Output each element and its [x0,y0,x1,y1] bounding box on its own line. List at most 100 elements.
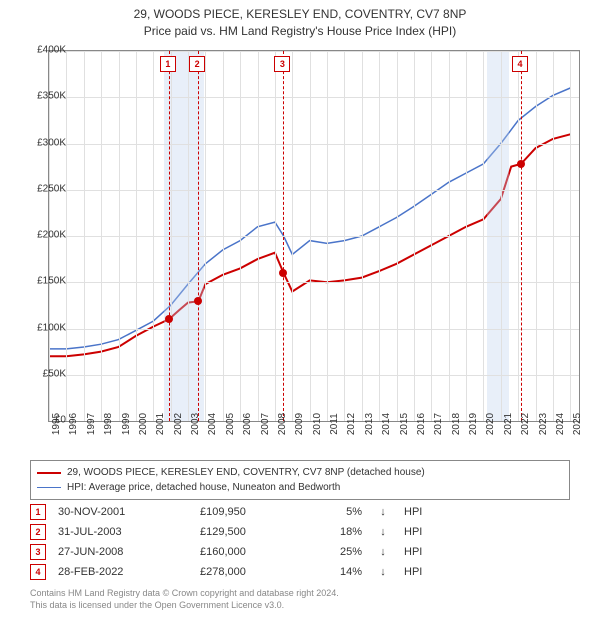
gridline-v [344,51,345,421]
xtick-label: 2008 [277,413,288,435]
arrow-down-icon: ↓ [374,566,392,578]
xtick-label: 2009 [294,413,305,435]
sale-marker-line [521,51,522,421]
gridline-v [275,51,276,421]
legend-row: 29, WOODS PIECE, KERESLEY END, COVENTRY,… [37,465,563,480]
xtick-label: 1997 [86,413,97,435]
gridline-v [101,51,102,421]
sales-row: 231-JUL-2003£129,50018%↓HPI [30,522,570,542]
ytick-label: £150K [26,276,66,287]
sale-date: 30-NOV-2001 [58,506,188,518]
xtick-label: 2007 [260,413,271,435]
gridline-h [49,190,579,191]
sale-vs-label: HPI [404,566,444,578]
gridline-v [327,51,328,421]
sale-marker-ref: 4 [30,564,46,580]
xtick-label: 2013 [364,413,375,435]
xtick-label: 2015 [399,413,410,435]
xtick-label: 2001 [155,413,166,435]
sale-marker-box: 2 [189,56,205,72]
sales-table: 130-NOV-2001£109,9505%↓HPI231-JUL-2003£1… [30,502,570,582]
gridline-v [240,51,241,421]
xtick-label: 2023 [538,413,549,435]
sale-dot [194,297,202,305]
xtick-label: 2003 [190,413,201,435]
ytick-label: £400K [26,45,66,56]
gridline-v [553,51,554,421]
ytick-label: £350K [26,91,66,102]
legend: 29, WOODS PIECE, KERESLEY END, COVENTRY,… [30,460,570,500]
sale-price: £109,950 [200,506,300,518]
gridline-h [49,144,579,145]
gridline-v [483,51,484,421]
xtick-label: 2021 [503,413,514,435]
ytick-label: £200K [26,230,66,241]
sale-date: 28-FEB-2022 [58,566,188,578]
gridline-v [379,51,380,421]
xtick-label: 2006 [242,413,253,435]
sale-marker-line [169,51,170,421]
xtick-label: 2012 [346,413,357,435]
gridline-h [49,97,579,98]
xtick-label: 2000 [138,413,149,435]
sale-pct: 25% [312,546,362,558]
legend-label: 29, WOODS PIECE, KERESLEY END, COVENTRY,… [67,465,425,480]
gridline-v [171,51,172,421]
xtick-label: 2017 [433,413,444,435]
ytick-label: £300K [26,137,66,148]
xtick-label: 2020 [485,413,496,435]
chart-container: 29, WOODS PIECE, KERESLEY END, COVENTRY,… [0,0,600,620]
sale-price: £160,000 [200,546,300,558]
gridline-v [536,51,537,421]
sale-marker-ref: 2 [30,524,46,540]
title-line-2: Price paid vs. HM Land Registry's House … [0,23,600,40]
plot-area [48,50,580,422]
gridline-v [449,51,450,421]
gridline-v [397,51,398,421]
sale-price: £278,000 [200,566,300,578]
sale-vs-label: HPI [404,546,444,558]
gridline-h [49,329,579,330]
gridline-v [570,51,571,421]
sale-pct: 18% [312,526,362,538]
sale-marker-ref: 1 [30,504,46,520]
gridline-v [188,51,189,421]
gridline-v [258,51,259,421]
xtick-label: 2014 [381,413,392,435]
xtick-label: 2025 [572,413,583,435]
sale-marker-ref: 3 [30,544,46,560]
sale-dot [165,315,173,323]
title-block: 29, WOODS PIECE, KERESLEY END, COVENTRY,… [0,0,600,40]
xtick-label: 2019 [468,413,479,435]
xtick-label: 1996 [68,413,79,435]
sales-row: 327-JUN-2008£160,00025%↓HPI [30,542,570,562]
sale-marker-box: 3 [274,56,290,72]
xtick-label: 2018 [451,413,462,435]
ytick-label: £50K [26,368,66,379]
gridline-v [153,51,154,421]
gridline-v [466,51,467,421]
gridline-v [362,51,363,421]
gridline-v [518,51,519,421]
sale-marker-line [283,51,284,421]
sale-dot [279,269,287,277]
gridline-v [431,51,432,421]
sale-marker-box: 1 [160,56,176,72]
legend-swatch [37,472,61,474]
sale-date: 31-JUL-2003 [58,526,188,538]
gridline-v [66,51,67,421]
footer-line-1: Contains HM Land Registry data © Crown c… [30,588,339,600]
gridline-v [501,51,502,421]
arrow-down-icon: ↓ [374,506,392,518]
gridline-h [49,236,579,237]
gridline-h [49,51,579,52]
sales-row: 428-FEB-2022£278,00014%↓HPI [30,562,570,582]
gridline-v [292,51,293,421]
arrow-down-icon: ↓ [374,526,392,538]
xtick-label: 2002 [173,413,184,435]
xtick-label: 2004 [207,413,218,435]
legend-swatch [37,487,61,488]
legend-row: HPI: Average price, detached house, Nune… [37,480,563,495]
xtick-label: 2010 [312,413,323,435]
sale-vs-label: HPI [404,506,444,518]
